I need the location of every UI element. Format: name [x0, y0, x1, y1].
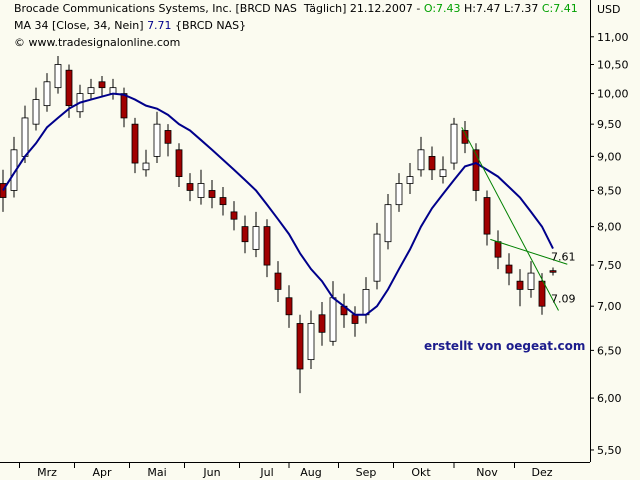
y-tick-label: 9,00: [597, 150, 622, 163]
x-tick-label: Aug: [300, 466, 321, 479]
header-text: © www.tradesignalonline.com: [14, 36, 180, 49]
candle-body: [219, 197, 227, 206]
candle-body: [263, 226, 271, 266]
candle-body: [32, 99, 40, 125]
candle-body: [164, 130, 172, 144]
trend-line: [490, 238, 568, 265]
candle-body: [395, 183, 403, 206]
y-tick-label: 8,00: [597, 221, 622, 234]
header-text: C:7.41: [542, 2, 578, 15]
candle-body: [505, 264, 513, 274]
y-tick-label: 10,50: [597, 59, 629, 72]
candle-body: [197, 183, 205, 198]
candle-body: [65, 69, 73, 107]
candle-body: [131, 123, 139, 164]
candle-body: [120, 93, 128, 119]
candle-body: [527, 272, 535, 290]
x-tick-label: Okt: [411, 466, 431, 479]
candle-body: [0, 183, 7, 198]
candle-body: [230, 211, 238, 220]
level-label: 7.61: [551, 250, 576, 263]
candle-body: [241, 226, 249, 243]
y-tick-label: 8,50: [597, 184, 622, 197]
ma-line: [2, 92, 554, 316]
x-tick-label: Jun: [202, 466, 220, 479]
y-tick-label: 7,00: [597, 300, 622, 313]
candle-body: [274, 272, 282, 290]
candle-body: [428, 155, 436, 171]
candle-body: [186, 183, 194, 191]
candle-body: [329, 297, 337, 342]
candle-body: [384, 204, 392, 243]
header-line: MA 34 [Close, 34, Nein] 7.71 {BRCD NAS}: [14, 19, 246, 32]
candle-body: [87, 87, 95, 94]
candle-body: [406, 176, 414, 184]
candle-body: [175, 149, 183, 178]
axis-label: USD: [597, 3, 621, 16]
y-tick-label: 6,00: [597, 392, 622, 405]
candle-body: [252, 226, 260, 250]
x-tick-label: Sep: [356, 466, 377, 479]
candle-body: [98, 81, 106, 89]
trend-line: [461, 127, 559, 311]
candle-body: [318, 314, 326, 333]
x-tick-label: Jul: [259, 466, 273, 479]
candle-body: [516, 280, 524, 290]
x-tick-label: Mrz: [37, 466, 57, 479]
candle-body: [538, 280, 546, 307]
header-text: MA 34 [Close, 34, Nein]: [14, 19, 147, 32]
x-tick-label: Dez: [531, 466, 552, 479]
candle-body: [54, 64, 62, 89]
y-tick-label: 7,50: [597, 259, 622, 272]
candle-body: [21, 117, 29, 157]
candle-body: [351, 314, 359, 324]
candle-body: [285, 297, 293, 316]
level-label: 7.09: [551, 293, 576, 306]
candle-body: [439, 169, 447, 178]
candle-body: [208, 190, 216, 198]
y-tick-label: 10,00: [597, 88, 629, 101]
y-tick-label: 6,50: [597, 344, 622, 357]
candle-body: [373, 233, 381, 282]
candle-body: [450, 123, 458, 164]
candle-body: [472, 149, 480, 191]
watermark: erstellt von oegeat.com: [424, 339, 585, 353]
candle-body: [307, 323, 315, 361]
x-tick-label: Mai: [147, 466, 166, 479]
x-tick-label: Nov: [476, 466, 498, 479]
candle-body: [43, 81, 51, 107]
x-tick-label: Apr: [92, 466, 112, 479]
candle-body: [483, 197, 491, 235]
candle-body: [494, 241, 502, 258]
header-line: Brocade Communications Systems, Inc. [BR…: [14, 2, 578, 15]
y-tick-label: 9,50: [597, 118, 622, 131]
candle-body: [417, 149, 425, 171]
candle-body: [142, 162, 150, 171]
header-text: H:7.47 L:7.37: [461, 2, 542, 15]
header-line: © www.tradesignalonline.com: [14, 36, 180, 49]
header-text: {BRCD NAS}: [172, 19, 247, 32]
candle-body: [549, 270, 557, 273]
candle-body: [362, 289, 370, 316]
candle-body: [461, 130, 469, 144]
y-tick-label: 5,50: [597, 444, 622, 457]
header-text: Brocade Communications Systems, Inc. [BR…: [14, 2, 424, 15]
header-text: O:7.43: [424, 2, 461, 15]
candle-body: [296, 323, 304, 370]
y-tick-label: 11,00: [597, 31, 629, 44]
candle-body: [153, 123, 161, 157]
header-text: 7.71: [147, 19, 172, 32]
